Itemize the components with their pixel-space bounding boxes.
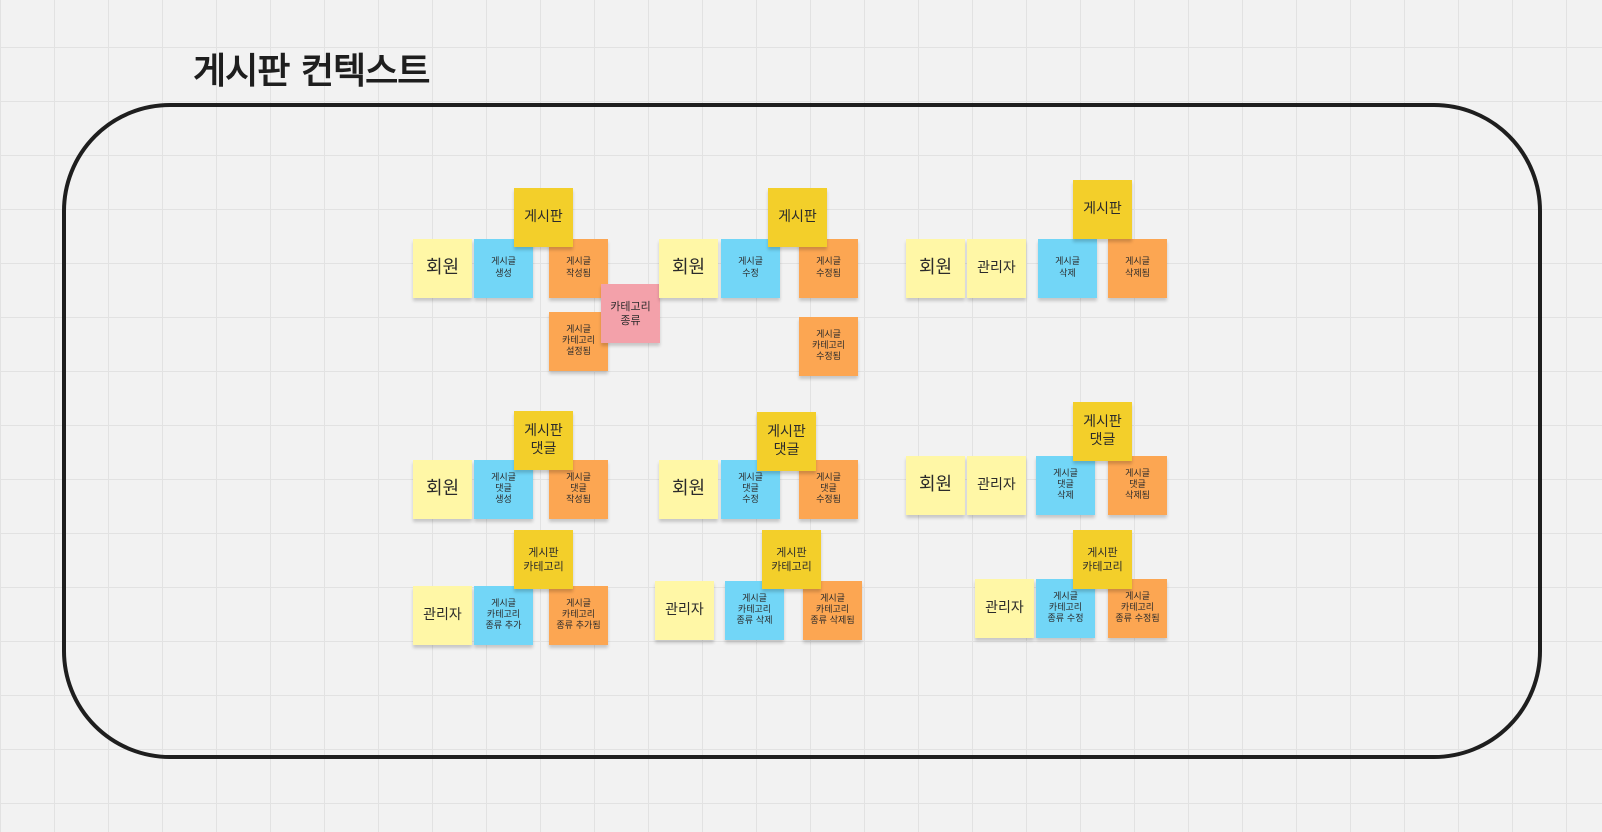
sticky-actor[interactable]: 회원: [413, 460, 472, 519]
sticky-command[interactable]: 게시글 삭제: [1038, 239, 1097, 298]
sticky-aggregate[interactable]: 게시판 카테고리: [1073, 530, 1132, 589]
context-frame[interactable]: [62, 103, 1542, 759]
sticky-actor[interactable]: 관리자: [655, 581, 714, 640]
sticky-event[interactable]: 게시글 작성됨: [549, 239, 608, 298]
sticky-actor[interactable]: 관리자: [967, 456, 1026, 515]
sticky-actor[interactable]: 회원: [659, 239, 718, 298]
sticky-event[interactable]: 게시글 카테고리 수정됨: [799, 317, 858, 376]
sticky-aggregate[interactable]: 게시판 카테고리: [514, 530, 573, 589]
sticky-actor[interactable]: 관리자: [975, 579, 1034, 638]
sticky-actor[interactable]: 회원: [906, 456, 965, 515]
sticky-command[interactable]: 게시글 카테고리 종류 삭제: [725, 581, 784, 640]
sticky-event[interactable]: 게시글 댓글 삭제됨: [1108, 456, 1167, 515]
sticky-aggregate[interactable]: 게시판 카테고리: [762, 530, 821, 589]
sticky-aggregate[interactable]: 게시판: [1073, 180, 1132, 239]
sticky-event[interactable]: 게시글 삭제됨: [1108, 239, 1167, 298]
sticky-actor[interactable]: 회원: [659, 460, 718, 519]
sticky-command[interactable]: 게시글 댓글 삭제: [1036, 456, 1095, 515]
sticky-aggregate[interactable]: 게시판: [768, 188, 827, 247]
sticky-aggregate[interactable]: 게시판 댓글: [1073, 402, 1132, 461]
sticky-actor[interactable]: 관리자: [413, 586, 472, 645]
sticky-policy[interactable]: 카테고리 종류: [601, 284, 660, 343]
sticky-command[interactable]: 게시글 생성: [474, 239, 533, 298]
sticky-event[interactable]: 게시글 수정됨: [799, 239, 858, 298]
sticky-actor[interactable]: 회원: [413, 239, 472, 298]
sticky-event[interactable]: 게시글 카테고리 종류 삭제됨: [803, 581, 862, 640]
board-title: 게시판 컨텍스트: [193, 51, 430, 92]
sticky-command[interactable]: 게시글 수정: [721, 239, 780, 298]
sticky-event[interactable]: 게시글 카테고리 설정됨: [549, 312, 608, 371]
sticky-command[interactable]: 게시글 카테고리 종류 추가: [474, 586, 533, 645]
sticky-aggregate[interactable]: 게시판 댓글: [757, 412, 816, 471]
sticky-actor[interactable]: 회원: [906, 239, 965, 298]
sticky-actor[interactable]: 관리자: [967, 239, 1026, 298]
sticky-event[interactable]: 게시글 카테고리 종류 추가됨: [549, 586, 608, 645]
sticky-aggregate[interactable]: 게시판 댓글: [514, 411, 573, 470]
sticky-aggregate[interactable]: 게시판: [514, 188, 573, 247]
